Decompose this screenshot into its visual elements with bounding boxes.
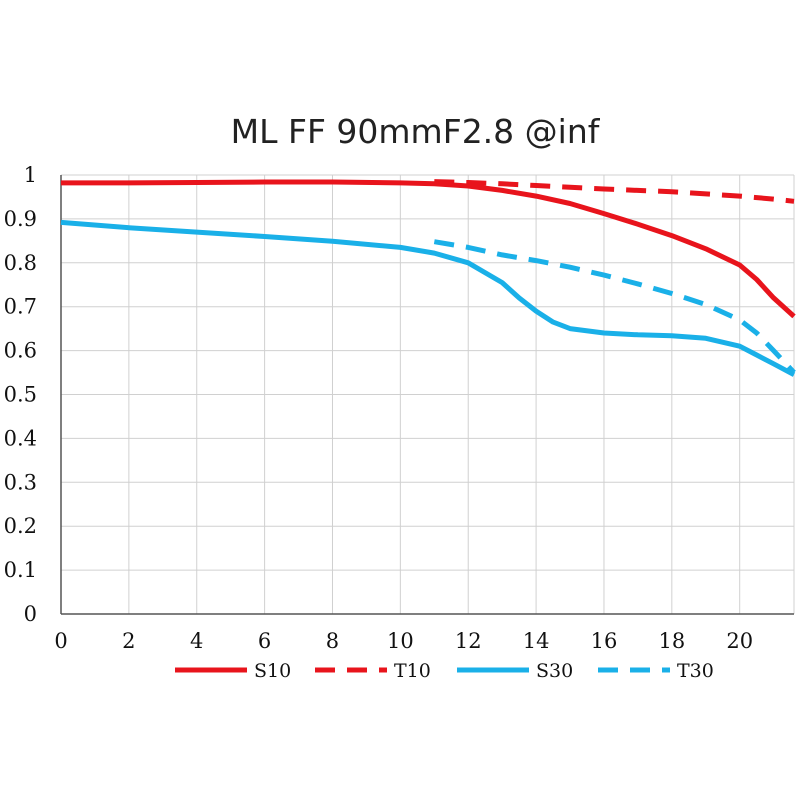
x-tick-label: 18 (658, 629, 685, 653)
legend: S10 T10 S30 T30 (175, 660, 714, 682)
y-tick-label: 0.5 (4, 383, 37, 407)
x-tick-label: 10 (387, 629, 414, 653)
x-tick-label: 6 (258, 629, 271, 653)
y-tick-label: 0.4 (4, 426, 37, 450)
series-line-s10 (61, 179, 796, 319)
x-tick-label: 14 (523, 629, 550, 653)
y-tick-label: 0.3 (4, 470, 37, 494)
x-tick-label: 16 (591, 629, 618, 653)
y-tick-label: 0.2 (4, 514, 37, 538)
x-tick-label: 0 (54, 629, 67, 653)
y-tick-label: 0.6 (4, 339, 37, 363)
legend-label-s10: S10 (254, 660, 291, 682)
x-tick-label: 12 (455, 629, 482, 653)
legend-label-t10: T10 (394, 660, 431, 682)
chart-title: ML FF 90mmF2.8 @inf (230, 112, 600, 151)
y-tick-label: 0.9 (4, 207, 37, 231)
legend-label-t30: T30 (677, 660, 714, 682)
x-tick-label: 8 (326, 629, 339, 653)
y-tick-label: 1 (24, 163, 37, 187)
series-line-t30 (433, 239, 796, 375)
y-tick-label: 0.8 (4, 251, 37, 275)
y-tick-label: 0 (24, 602, 37, 626)
legend-label-s30: S30 (536, 660, 573, 682)
x-tick-label: 4 (190, 629, 203, 653)
y-tick-label: 0.7 (4, 295, 37, 319)
grid (61, 174, 795, 614)
y-tick-label: 0.1 (4, 558, 37, 582)
axes (60, 175, 794, 615)
x-tick-label: 2 (122, 629, 135, 653)
series-line-s30 (60, 219, 796, 377)
series-lines (60, 179, 796, 377)
tick-labels: 0 2 4 6 8 10 12 14 16 18 20 0 0.1 0.2 0.3 0.4 0.5 0.6 0.7 0… (4, 163, 753, 653)
x-tick-label: 20 (726, 629, 753, 653)
